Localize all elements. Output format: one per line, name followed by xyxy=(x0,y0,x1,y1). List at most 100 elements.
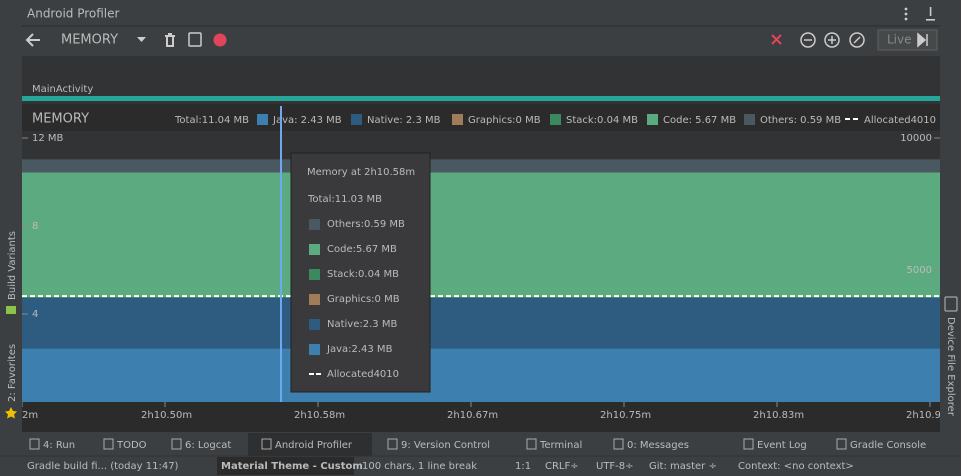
tab-icon xyxy=(261,438,272,450)
y-tick-label: 4 xyxy=(32,309,38,320)
legend-label: Stack:0.04 MB xyxy=(566,115,638,126)
x-axis-area xyxy=(22,402,940,432)
area-band xyxy=(22,348,940,402)
tooltip-swatch xyxy=(309,269,320,280)
tool-tab[interactable]: TODO xyxy=(116,440,147,451)
tool-tab[interactable]: 6: Logcat xyxy=(185,440,231,451)
legend-label: Allocated4010 xyxy=(864,115,936,126)
x-tick-label: 2m xyxy=(22,410,38,421)
save-button[interactable] xyxy=(188,32,202,47)
tooltip-swatch xyxy=(309,244,320,255)
status-item[interactable]: UTF-8÷ xyxy=(596,461,634,472)
tooltip-item: Native:2.3 MB xyxy=(327,319,397,330)
x-tick-label: 2h10.83m xyxy=(753,410,804,421)
legend-swatch xyxy=(550,114,561,125)
chart: 4 8 12 MB 5000 10000 Java: 2.43 MB Native: 2.3… xyxy=(21,106,941,432)
tool-tab[interactable]: 4: Run xyxy=(43,440,75,451)
tool-tab[interactable]: 9: Version Control xyxy=(401,440,490,451)
legend-label: Native: 2.3 MB xyxy=(367,115,441,126)
back-button[interactable] xyxy=(25,33,40,47)
tool-tab[interactable]: Event Log xyxy=(757,440,807,451)
activity-label: MainActivity xyxy=(32,84,93,95)
toolbar xyxy=(22,26,940,56)
status-item: Gradle build fi... (today 11:47) xyxy=(27,461,179,472)
legend-label: Others: 0.59 MB xyxy=(760,115,841,126)
side-tab[interactable]: 2: Favorites xyxy=(7,344,18,402)
tool-tab[interactable]: Terminal xyxy=(539,440,582,451)
tooltip-swatch xyxy=(309,319,320,330)
zoom-buttons[interactable] xyxy=(800,32,865,48)
chart-title: MEMORY xyxy=(32,112,89,127)
status-item[interactable]: Material Theme - Custom xyxy=(221,461,363,472)
active-tab xyxy=(248,433,372,456)
tool-tabs: 4: Run TODO 6: Logcat Android Profiler 9: Ve… xyxy=(29,438,926,451)
tab-icon xyxy=(171,438,182,450)
area-band xyxy=(22,172,940,298)
tooltip-swatch xyxy=(309,294,320,305)
record-button[interactable] xyxy=(213,33,227,47)
status-item[interactable]: Git: master ÷ xyxy=(649,461,717,472)
legend-total: Total:11.04 MB xyxy=(174,115,249,126)
tool-tab[interactable]: 0: Messages xyxy=(627,440,689,451)
status-item[interactable]: 100 chars, 1 line break xyxy=(362,461,477,472)
tooltip-swatch xyxy=(309,344,320,355)
star-icon xyxy=(5,407,17,419)
x-tick-label: 2h10.9 xyxy=(906,410,941,421)
tooltip: Memory at 2h10.58m Total:11.03 MB Others:0… xyxy=(290,152,431,393)
profiler-select[interactable]: MEMORY xyxy=(61,33,118,48)
area-band xyxy=(22,159,940,173)
left-tool-strip xyxy=(0,26,22,432)
tooltip-item: Others:0.59 MB xyxy=(327,219,405,230)
device-icon xyxy=(944,296,958,312)
tooltip-item: Java:2.43 MB xyxy=(326,344,393,355)
legend-label: Code: 5.67 MB xyxy=(663,115,736,126)
delete-button[interactable] xyxy=(165,33,175,47)
tool-tab[interactable]: Android Profiler xyxy=(275,440,353,451)
live-button[interactable] xyxy=(877,29,938,51)
tool-tab[interactable]: Gradle Console xyxy=(850,440,926,451)
tooltip-total: Total:11.03 MB xyxy=(307,194,382,205)
legend-label: Java: 2.43 MB xyxy=(272,115,342,126)
live-icon[interactable] xyxy=(917,32,928,48)
legend-swatch xyxy=(647,114,658,125)
tooltip-item: Allocated4010 xyxy=(327,369,399,380)
y-tick-label: 12 MB xyxy=(32,133,64,144)
y2-tick-label: 5000 xyxy=(907,265,932,276)
legend-swatch xyxy=(452,114,463,125)
live-label[interactable]: Live xyxy=(887,33,912,47)
tab-icon xyxy=(613,438,624,450)
stop-button[interactable] xyxy=(771,34,782,45)
activity-bar xyxy=(22,96,940,101)
window-title: Android Profiler xyxy=(27,7,120,21)
tooltip-swatch xyxy=(309,219,320,230)
theme-badge xyxy=(217,457,354,475)
dropdown-arrow[interactable] xyxy=(137,37,146,42)
status-item[interactable]: Context: <no context> xyxy=(738,461,854,472)
tooltip-title: Memory at 2h10.58m xyxy=(307,167,415,178)
y-tick-label: 8 xyxy=(32,221,38,232)
legend-swatch xyxy=(351,114,362,125)
tab-icon xyxy=(29,438,40,450)
side-tab[interactable]: Device File Explorer xyxy=(945,317,956,417)
x-tick-label: 2h10.58m xyxy=(294,410,345,421)
tool-tab-bar xyxy=(0,432,961,456)
tab-icon xyxy=(743,438,754,450)
status-item[interactable]: 1:1 xyxy=(515,461,531,472)
side-tab[interactable]: Build Variants xyxy=(7,231,18,300)
status-item[interactable]: CRLF÷ xyxy=(545,461,579,472)
x-tick-label: 2h10.75m xyxy=(600,410,651,421)
tab-icon xyxy=(526,438,537,450)
title-bar xyxy=(0,0,961,26)
title-icons[interactable] xyxy=(904,7,935,21)
status-items: Gradle build fi... (today 11:47) Material… xyxy=(27,461,854,472)
area-band xyxy=(22,297,940,349)
tab-icon xyxy=(387,438,398,450)
tooltip-item: Stack:0.04 MB xyxy=(327,269,399,280)
tooltip-item: Code:5.67 MB xyxy=(327,244,397,255)
tab-icon xyxy=(836,438,847,450)
right-tool-strip xyxy=(940,26,961,432)
x-tick-label: 2h10.50m xyxy=(141,410,192,421)
legend-swatch xyxy=(257,114,268,125)
